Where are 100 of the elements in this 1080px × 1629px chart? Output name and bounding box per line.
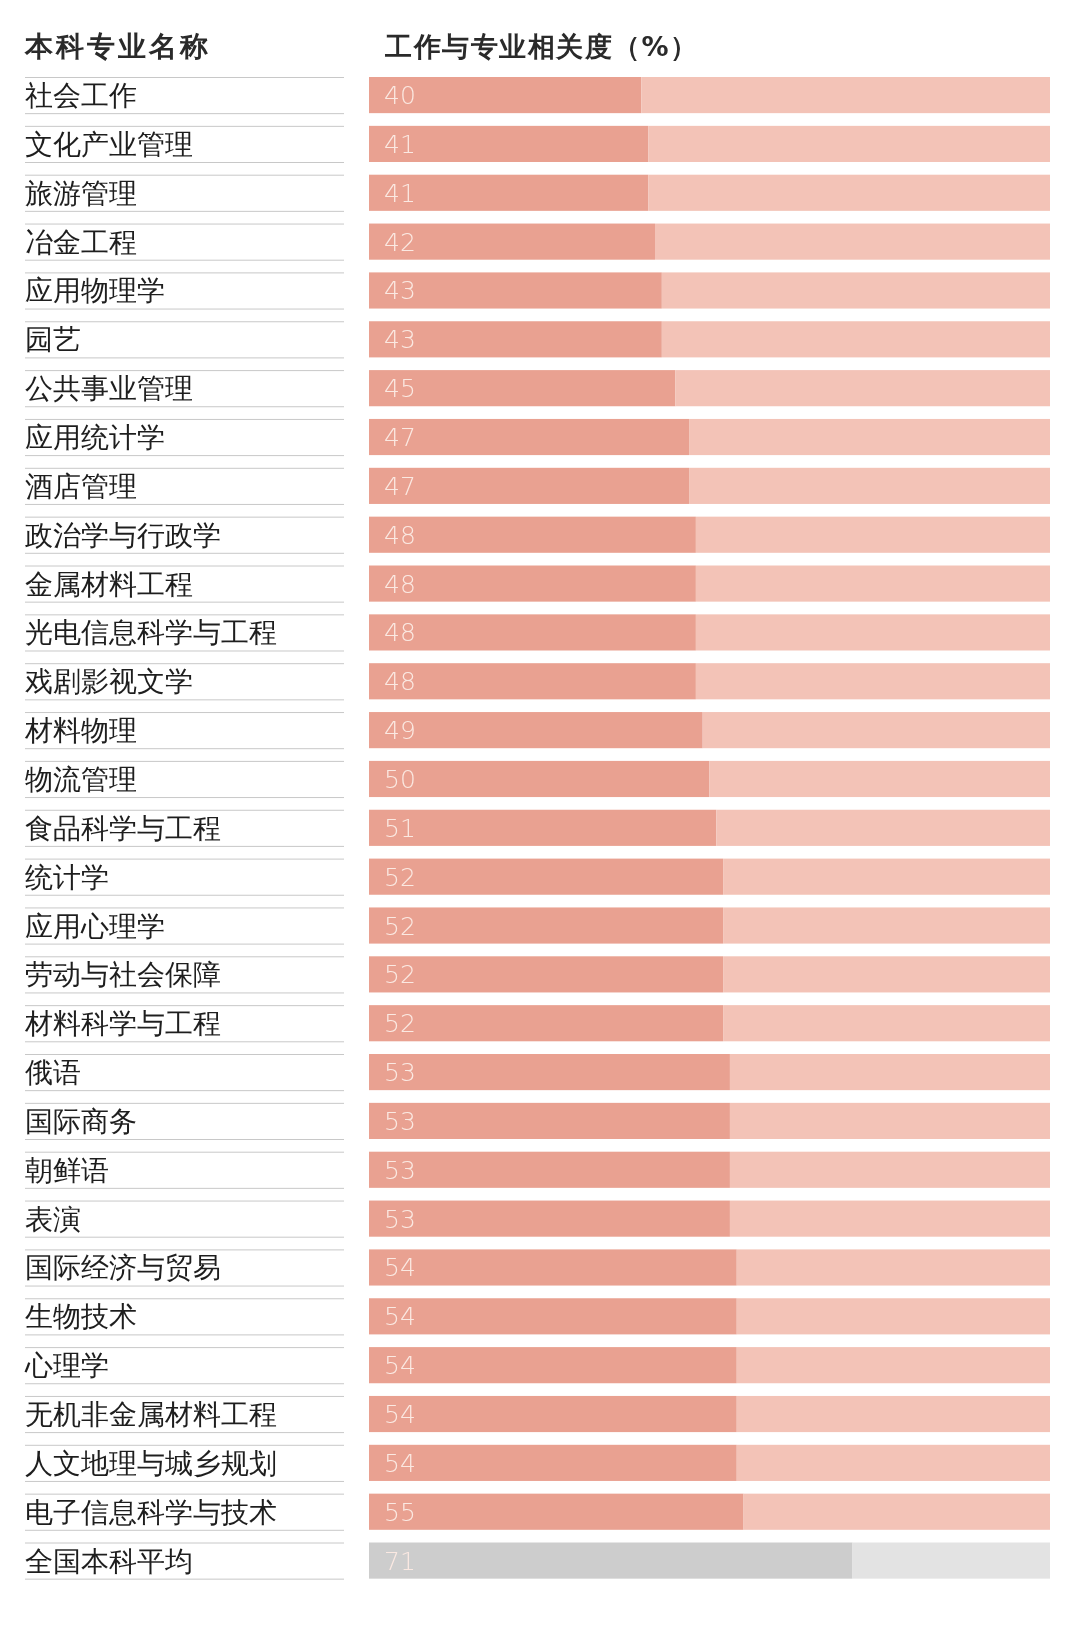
data-label: 53 xyxy=(384,1057,416,1087)
y-tick-label: 人文地理与城乡规划 xyxy=(25,1446,277,1480)
bar xyxy=(369,858,724,895)
bar xyxy=(369,760,710,798)
y-axis-title: 本科专业名称 xyxy=(24,29,211,63)
bar xyxy=(689,418,1050,456)
bar xyxy=(369,77,642,114)
data-label: 45 xyxy=(384,373,416,403)
x-axis-title: 工作与专业相关度（%） xyxy=(384,30,699,62)
bar xyxy=(369,1054,730,1091)
bar xyxy=(369,516,696,553)
data-label: 48 xyxy=(384,520,416,550)
y-tick-label: 公共事业管理 xyxy=(25,371,193,405)
data-label: 50 xyxy=(384,764,416,794)
bar xyxy=(661,272,1050,309)
bar xyxy=(723,907,1050,944)
bar xyxy=(369,125,649,162)
data-label: 52 xyxy=(384,959,416,989)
data-label: 52 xyxy=(384,911,416,941)
data-label: 48 xyxy=(384,666,416,696)
bar xyxy=(736,1347,1050,1384)
y-tick-label: 电子信息科学与技术 xyxy=(25,1495,277,1529)
data-label: 54 xyxy=(384,1350,416,1380)
y-tick-label: 心理学 xyxy=(24,1348,109,1382)
data-label: 51 xyxy=(384,813,416,843)
y-tick-label: 社会工作 xyxy=(25,78,137,112)
bar xyxy=(675,370,1050,407)
y-tick-label: 应用统计学 xyxy=(25,420,165,454)
data-label: 47 xyxy=(384,422,416,452)
bar xyxy=(729,1200,1050,1237)
y-tick-label: 统计学 xyxy=(25,860,109,894)
bar xyxy=(369,1200,730,1237)
y-tick-label: 材料科学与工程 xyxy=(24,1006,221,1040)
data-label: 43 xyxy=(384,275,416,305)
bar xyxy=(723,858,1050,895)
bar xyxy=(369,418,690,456)
bar xyxy=(736,1395,1050,1433)
y-tick-label: 全国本科平均 xyxy=(25,1544,193,1578)
data-label: 54 xyxy=(384,1448,416,1478)
bar xyxy=(695,565,1050,602)
bar xyxy=(369,809,717,846)
bar xyxy=(369,663,696,700)
bar xyxy=(641,77,1050,114)
data-label: 49 xyxy=(384,715,416,745)
bar xyxy=(369,1347,737,1384)
data-label: 54 xyxy=(384,1252,416,1282)
y-tick-label: 金属材料工程 xyxy=(25,567,193,601)
bar xyxy=(723,956,1050,993)
bar xyxy=(736,1298,1050,1335)
data-label: 42 xyxy=(384,227,416,257)
bar xyxy=(369,1249,737,1286)
bar xyxy=(369,467,690,504)
bar xyxy=(709,760,1050,798)
bar xyxy=(369,1005,724,1042)
bar xyxy=(723,1005,1050,1042)
bar xyxy=(369,565,696,602)
bar xyxy=(661,321,1050,358)
bar xyxy=(736,1444,1050,1481)
y-tick-label: 光电信息科学与工程 xyxy=(25,615,277,649)
bar xyxy=(369,370,676,407)
bar xyxy=(369,1395,737,1433)
y-tick-label: 园艺 xyxy=(25,322,81,356)
bar xyxy=(369,1542,853,1579)
bar xyxy=(695,614,1050,651)
data-label: 41 xyxy=(384,129,416,159)
y-tick-label: 冶金工程 xyxy=(25,225,137,259)
y-tick-label: 劳动与社会保障 xyxy=(25,957,221,991)
data-label: 55 xyxy=(384,1497,416,1527)
bar xyxy=(852,1542,1050,1579)
y-tick-label: 物流管理 xyxy=(25,762,137,796)
y-tick-label: 国际经济与贸易 xyxy=(25,1250,221,1284)
bar xyxy=(369,321,662,358)
y-tick-label: 戏剧影视文学 xyxy=(25,664,193,698)
bar xyxy=(369,614,696,651)
data-label: 47 xyxy=(384,471,416,501)
data-label: 53 xyxy=(384,1106,416,1136)
data-label: 53 xyxy=(384,1204,416,1234)
data-label: 40 xyxy=(384,80,416,110)
data-label: 43 xyxy=(384,324,416,354)
bar xyxy=(369,1444,737,1481)
bar xyxy=(695,516,1050,553)
bar xyxy=(369,272,662,309)
bar xyxy=(655,223,1050,260)
y-tick-label: 生物技术 xyxy=(25,1299,137,1333)
y-tick-label: 食品科学与工程 xyxy=(25,811,221,845)
y-tick-label: 旅游管理 xyxy=(25,176,137,210)
bar xyxy=(369,956,724,993)
y-tick-label: 材料物理 xyxy=(24,713,137,747)
y-tick-label: 表演 xyxy=(25,1202,81,1236)
y-tick-label: 无机非金属材料工程 xyxy=(25,1397,277,1431)
bar xyxy=(648,174,1050,211)
bar xyxy=(369,223,656,260)
data-label: 48 xyxy=(384,617,416,647)
bar xyxy=(369,1493,744,1530)
bar xyxy=(369,1298,737,1335)
data-label: 54 xyxy=(384,1399,416,1429)
y-tick-label: 俄语 xyxy=(25,1055,81,1089)
y-tick-label: 应用心理学 xyxy=(25,909,165,943)
bar xyxy=(369,1151,730,1188)
bar xyxy=(369,712,703,749)
